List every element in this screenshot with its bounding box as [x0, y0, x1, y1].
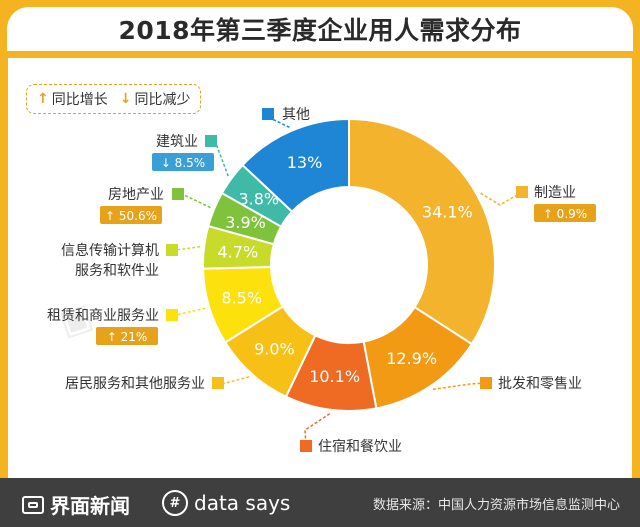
legend-swatch-7: [205, 135, 217, 147]
slice-value-label-2: 10.1%: [309, 367, 360, 386]
slice-value-label-4: 8.5%: [221, 288, 262, 307]
category-label-6: 房地产业: [108, 187, 164, 203]
slice-value-label-0: 34.1%: [422, 202, 473, 221]
legend-swatch-4: [166, 309, 178, 321]
change-badge-6: [100, 206, 162, 224]
category-label-3: 居民服务和其他服务业: [65, 376, 205, 392]
category-label-4: 租赁和商业服务业: [47, 308, 159, 324]
down-arrow-icon: ↓: [119, 91, 132, 107]
leader-line-0: [480, 191, 523, 206]
slice-value-label-8: 13%: [287, 153, 323, 172]
category-label-7: 建筑业: [156, 134, 198, 150]
change-value-4: ↑ 21%: [107, 330, 148, 344]
leader-line-1: [432, 382, 487, 391]
footer-bar: 界面新闻 # data says 数据来源：中国人力资源市场信息监测中心: [0, 478, 640, 527]
legend-swatch-6: [172, 188, 184, 200]
category-label-5: 信息传输计算机服务和软件业: [61, 242, 159, 279]
slice-value-label-5: 4.7%: [218, 242, 259, 261]
datasays-logo-icon: #: [162, 490, 188, 516]
slice-value-label-7: 3.8%: [238, 190, 279, 209]
up-arrow-icon: ↑: [37, 91, 49, 107]
legend-down: ↓ 同比减少: [120, 89, 191, 109]
legend-swatch-5: [166, 244, 178, 256]
change-badge-7: [152, 153, 214, 171]
legend-swatch-0: [516, 186, 528, 198]
pie-slice-8: [241, 117, 350, 214]
jiemian-logo-icon: [22, 495, 44, 514]
legend-down-label: 同比减少: [134, 92, 191, 108]
legend-swatch-8: [262, 108, 274, 120]
pie-slice-0: [348, 117, 496, 346]
category-label-8: 其他: [282, 107, 310, 123]
slice-value-label-1: 12.9%: [386, 349, 437, 368]
legend-swatch-2: [300, 440, 312, 452]
change-badge-4: [96, 327, 158, 345]
header-bar: 2018年第三季度企业用人需求分布: [0, 0, 640, 58]
legend-swatch-1: [480, 377, 492, 389]
category-label-2: 住宿和餐饮业: [318, 438, 402, 455]
legend-up: ↑ 同比增长: [37, 89, 108, 109]
change-value-0: ↑ 0.9%: [543, 207, 587, 221]
brand-jiemian-text: 界面新闻: [50, 494, 130, 518]
chart-title: 2018年第三季度企业用人需求分布: [118, 16, 522, 45]
legend-up-label: 同比增长: [51, 92, 108, 108]
slice-value-label-6: 3.9%: [225, 213, 266, 232]
category-label-1: 批发和零售业: [498, 376, 582, 392]
legend-swatch-3: [212, 377, 224, 389]
data-source: 数据来源：中国人力资源市场信息监测中心: [372, 498, 620, 513]
brand-datasays-text: data says: [194, 491, 291, 515]
category-label-0: 制造业: [534, 185, 576, 201]
change-badge-0: [534, 204, 596, 222]
change-value-7: ↓ 8.5%: [161, 156, 205, 170]
change-legend: ↑ 同比增长 ↓ 同比减少: [26, 84, 202, 114]
slice-value-label-3: 9.0%: [254, 340, 295, 359]
change-value-6: ↑ 50.6%: [105, 209, 157, 223]
brand-jiemian: 界面新闻: [22, 490, 130, 519]
left-frame: [0, 58, 8, 478]
title-plate: 2018年第三季度企业用人需求分布: [7, 7, 633, 51]
right-frame: [632, 58, 640, 478]
brand-datasays: # data says: [162, 490, 290, 516]
